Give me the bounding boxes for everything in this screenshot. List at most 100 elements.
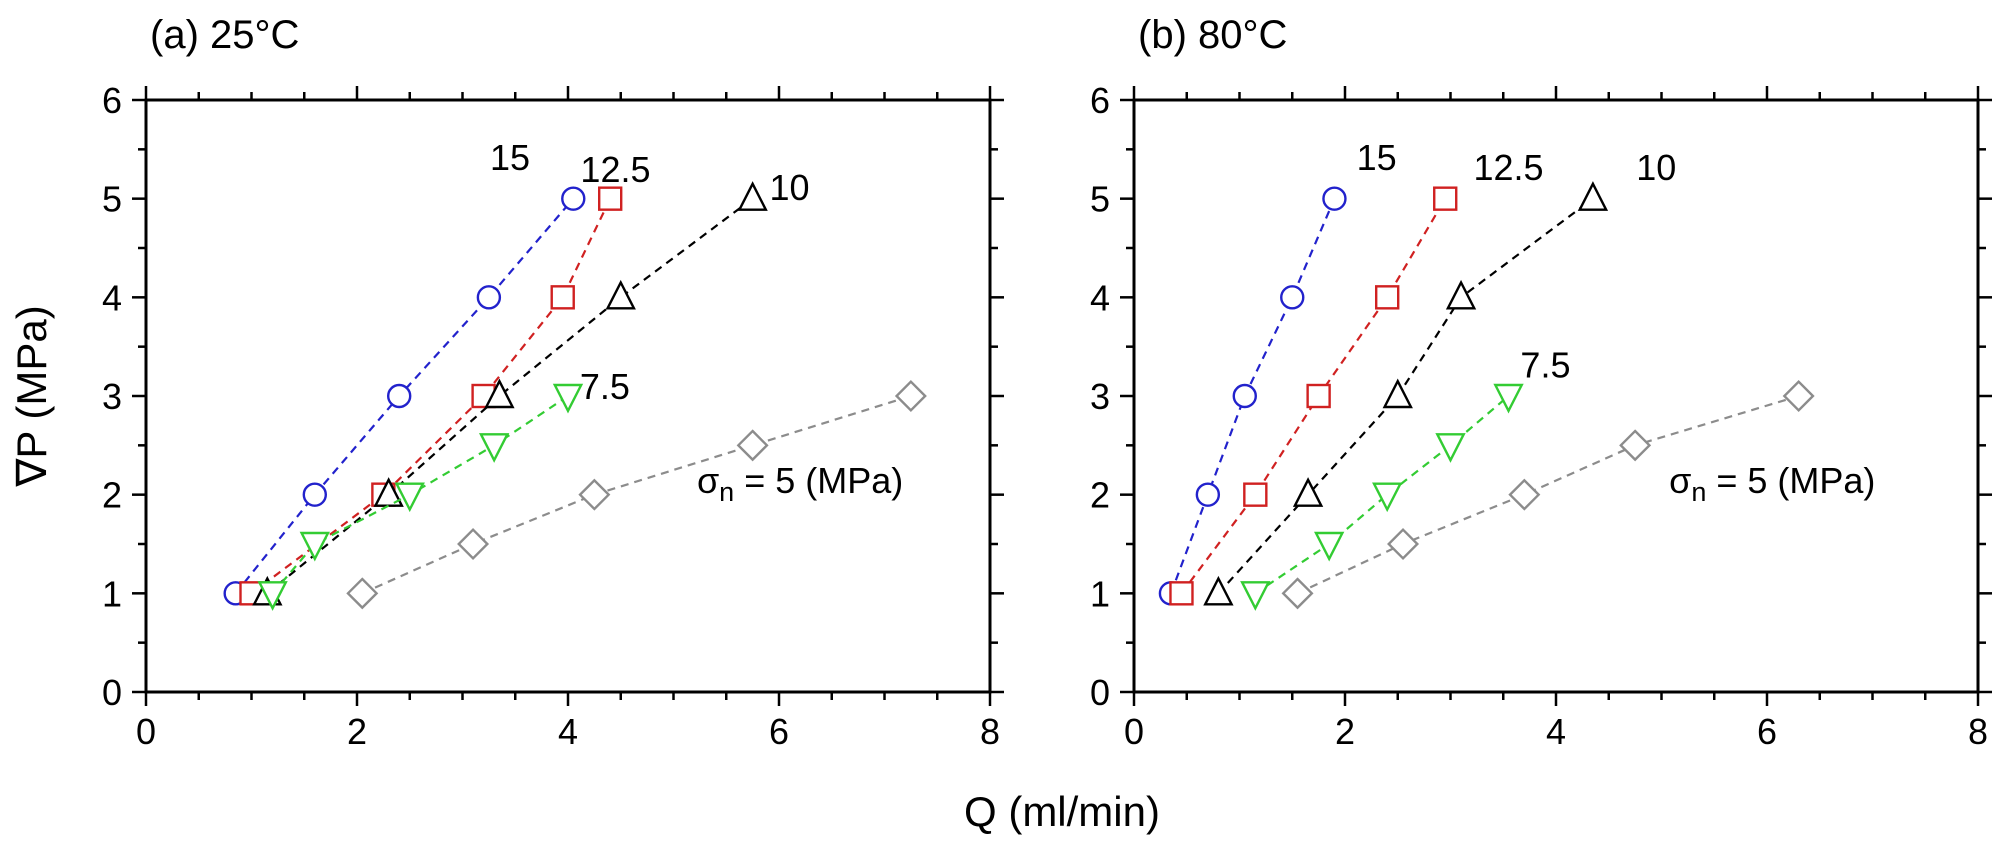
circle-marker bbox=[1232, 383, 1257, 409]
square-marker bbox=[1306, 383, 1331, 409]
triangle-up-marker bbox=[373, 477, 404, 507]
triangle-up-marker bbox=[484, 378, 515, 409]
y-tick-label: 2 bbox=[102, 475, 122, 516]
x-axis-label: Q (ml/min) bbox=[964, 788, 1160, 835]
triangle-down-marker bbox=[1372, 482, 1403, 513]
triangle-down-marker bbox=[1240, 581, 1271, 611]
y-tick-label: 5 bbox=[1090, 179, 1110, 220]
series-7.5 bbox=[257, 383, 584, 611]
square-marker bbox=[1433, 186, 1458, 211]
x-tick-label: 2 bbox=[347, 711, 367, 752]
y-tick-label: 3 bbox=[102, 376, 122, 417]
circle-marker bbox=[476, 285, 502, 310]
x-tick-label: 6 bbox=[769, 711, 789, 752]
annotation-sigma-n-5: σn = 5 (MPa) bbox=[1669, 460, 1875, 507]
circle-marker bbox=[561, 186, 586, 211]
triangle-down-marker bbox=[299, 531, 330, 562]
y-tick-label: 6 bbox=[1090, 80, 1110, 121]
diamond-marker bbox=[1782, 380, 1815, 412]
triangle-down-marker bbox=[257, 581, 288, 611]
diamond-marker bbox=[894, 380, 927, 412]
square-marker bbox=[1169, 581, 1194, 606]
panel-title: (a) 25°C bbox=[150, 13, 299, 57]
series-5 bbox=[346, 380, 927, 610]
x-tick-label: 0 bbox=[1124, 711, 1144, 752]
annotation-12.5: 12.5 bbox=[580, 149, 650, 190]
triangle-down-marker bbox=[478, 433, 510, 463]
square-marker bbox=[1243, 482, 1268, 507]
axis-ticks bbox=[1120, 86, 1992, 706]
panel-a: (a) 25°C 0 2 4 6 8 0 1 2 3 4 5 6 15 12.5 10 7.5 σn = 5 (M… bbox=[8, 13, 1004, 752]
x-tick-label: 2 bbox=[1335, 711, 1355, 752]
square-marker bbox=[550, 285, 575, 310]
diamond-marker bbox=[457, 528, 490, 560]
y-tick-label: 0 bbox=[102, 672, 122, 713]
x-tick-label: 8 bbox=[980, 711, 1000, 752]
annotation-7.5: 7.5 bbox=[1520, 344, 1570, 385]
triangle-down-marker bbox=[1314, 531, 1345, 562]
diamond-marker bbox=[1508, 478, 1541, 511]
x-tick-label: 6 bbox=[1757, 711, 1777, 752]
diamond-marker bbox=[578, 478, 611, 511]
square-marker bbox=[1374, 285, 1400, 310]
y-tick-label: 2 bbox=[1090, 475, 1110, 516]
diamond-marker bbox=[736, 429, 769, 462]
x-tick-label: 8 bbox=[1968, 711, 1988, 752]
series-7.5 bbox=[1240, 383, 1524, 611]
diamond-marker bbox=[1387, 528, 1420, 560]
triangle-up-marker bbox=[737, 181, 768, 211]
triangle-up-marker bbox=[1382, 378, 1413, 409]
triangle-up-marker bbox=[1203, 575, 1234, 606]
x-tick-label: 4 bbox=[558, 711, 578, 752]
series-10 bbox=[252, 181, 768, 606]
triangle-up-marker bbox=[1292, 477, 1324, 507]
y-tick-label: 5 bbox=[102, 179, 122, 220]
x-tick-label: 0 bbox=[136, 711, 156, 752]
series-12.5 bbox=[239, 186, 623, 606]
circle-marker bbox=[302, 482, 327, 507]
y-tick-label: 1 bbox=[102, 573, 122, 614]
circle-marker bbox=[387, 383, 412, 409]
y-tick-label: 4 bbox=[102, 277, 122, 318]
annotation-15: 15 bbox=[1357, 137, 1397, 178]
annotation-15: 15 bbox=[490, 137, 530, 178]
series-12.5 bbox=[1169, 186, 1458, 606]
annotation-7.5: 7.5 bbox=[580, 366, 630, 407]
circle-marker bbox=[1280, 285, 1305, 310]
annotation-10: 10 bbox=[1636, 147, 1676, 188]
triangle-up-marker bbox=[1577, 181, 1609, 211]
annotation-10: 10 bbox=[770, 167, 810, 208]
series-5 bbox=[1281, 380, 1815, 610]
y-tick-label: 4 bbox=[1090, 277, 1110, 318]
series-15 bbox=[223, 186, 586, 606]
series-10 bbox=[1203, 181, 1609, 606]
y-axis-label: ∇P (MPa) bbox=[8, 305, 55, 487]
x-tick-label: 4 bbox=[1546, 711, 1566, 752]
series-line bbox=[250, 198, 612, 595]
y-tick-label: 6 bbox=[102, 80, 122, 121]
y-tick-label: 1 bbox=[1090, 573, 1110, 614]
triangle-up-marker bbox=[1445, 279, 1477, 310]
axis-ticks bbox=[132, 86, 1004, 706]
annotation-12.5: 12.5 bbox=[1473, 147, 1543, 188]
triangle-up-marker bbox=[605, 279, 636, 310]
panel-title: (b) 80°C bbox=[1138, 13, 1287, 57]
annotation-sigma-n-5: σn = 5 (MPa) bbox=[697, 460, 903, 507]
triangle-down-marker bbox=[552, 383, 584, 414]
series-line bbox=[266, 197, 754, 595]
triangle-down-marker bbox=[1493, 383, 1524, 414]
diamond-marker bbox=[1619, 429, 1652, 462]
circle-marker bbox=[1322, 186, 1347, 211]
series-line bbox=[1297, 394, 1799, 595]
circle-marker bbox=[1195, 482, 1221, 507]
triangle-down-marker bbox=[394, 482, 425, 513]
axes-box bbox=[1132, 98, 1980, 694]
triangle-down-marker bbox=[1435, 433, 1466, 463]
diamond-marker bbox=[1281, 577, 1314, 610]
diamond-marker bbox=[346, 577, 379, 610]
y-tick-label: 0 bbox=[1090, 672, 1110, 713]
panel-b: (b) 80°C 0 2 4 6 8 0 1 2 3 4 5 6 15 12.5 10 7.5 σn = 5 (M… bbox=[1090, 13, 1992, 752]
square-marker bbox=[598, 186, 623, 211]
